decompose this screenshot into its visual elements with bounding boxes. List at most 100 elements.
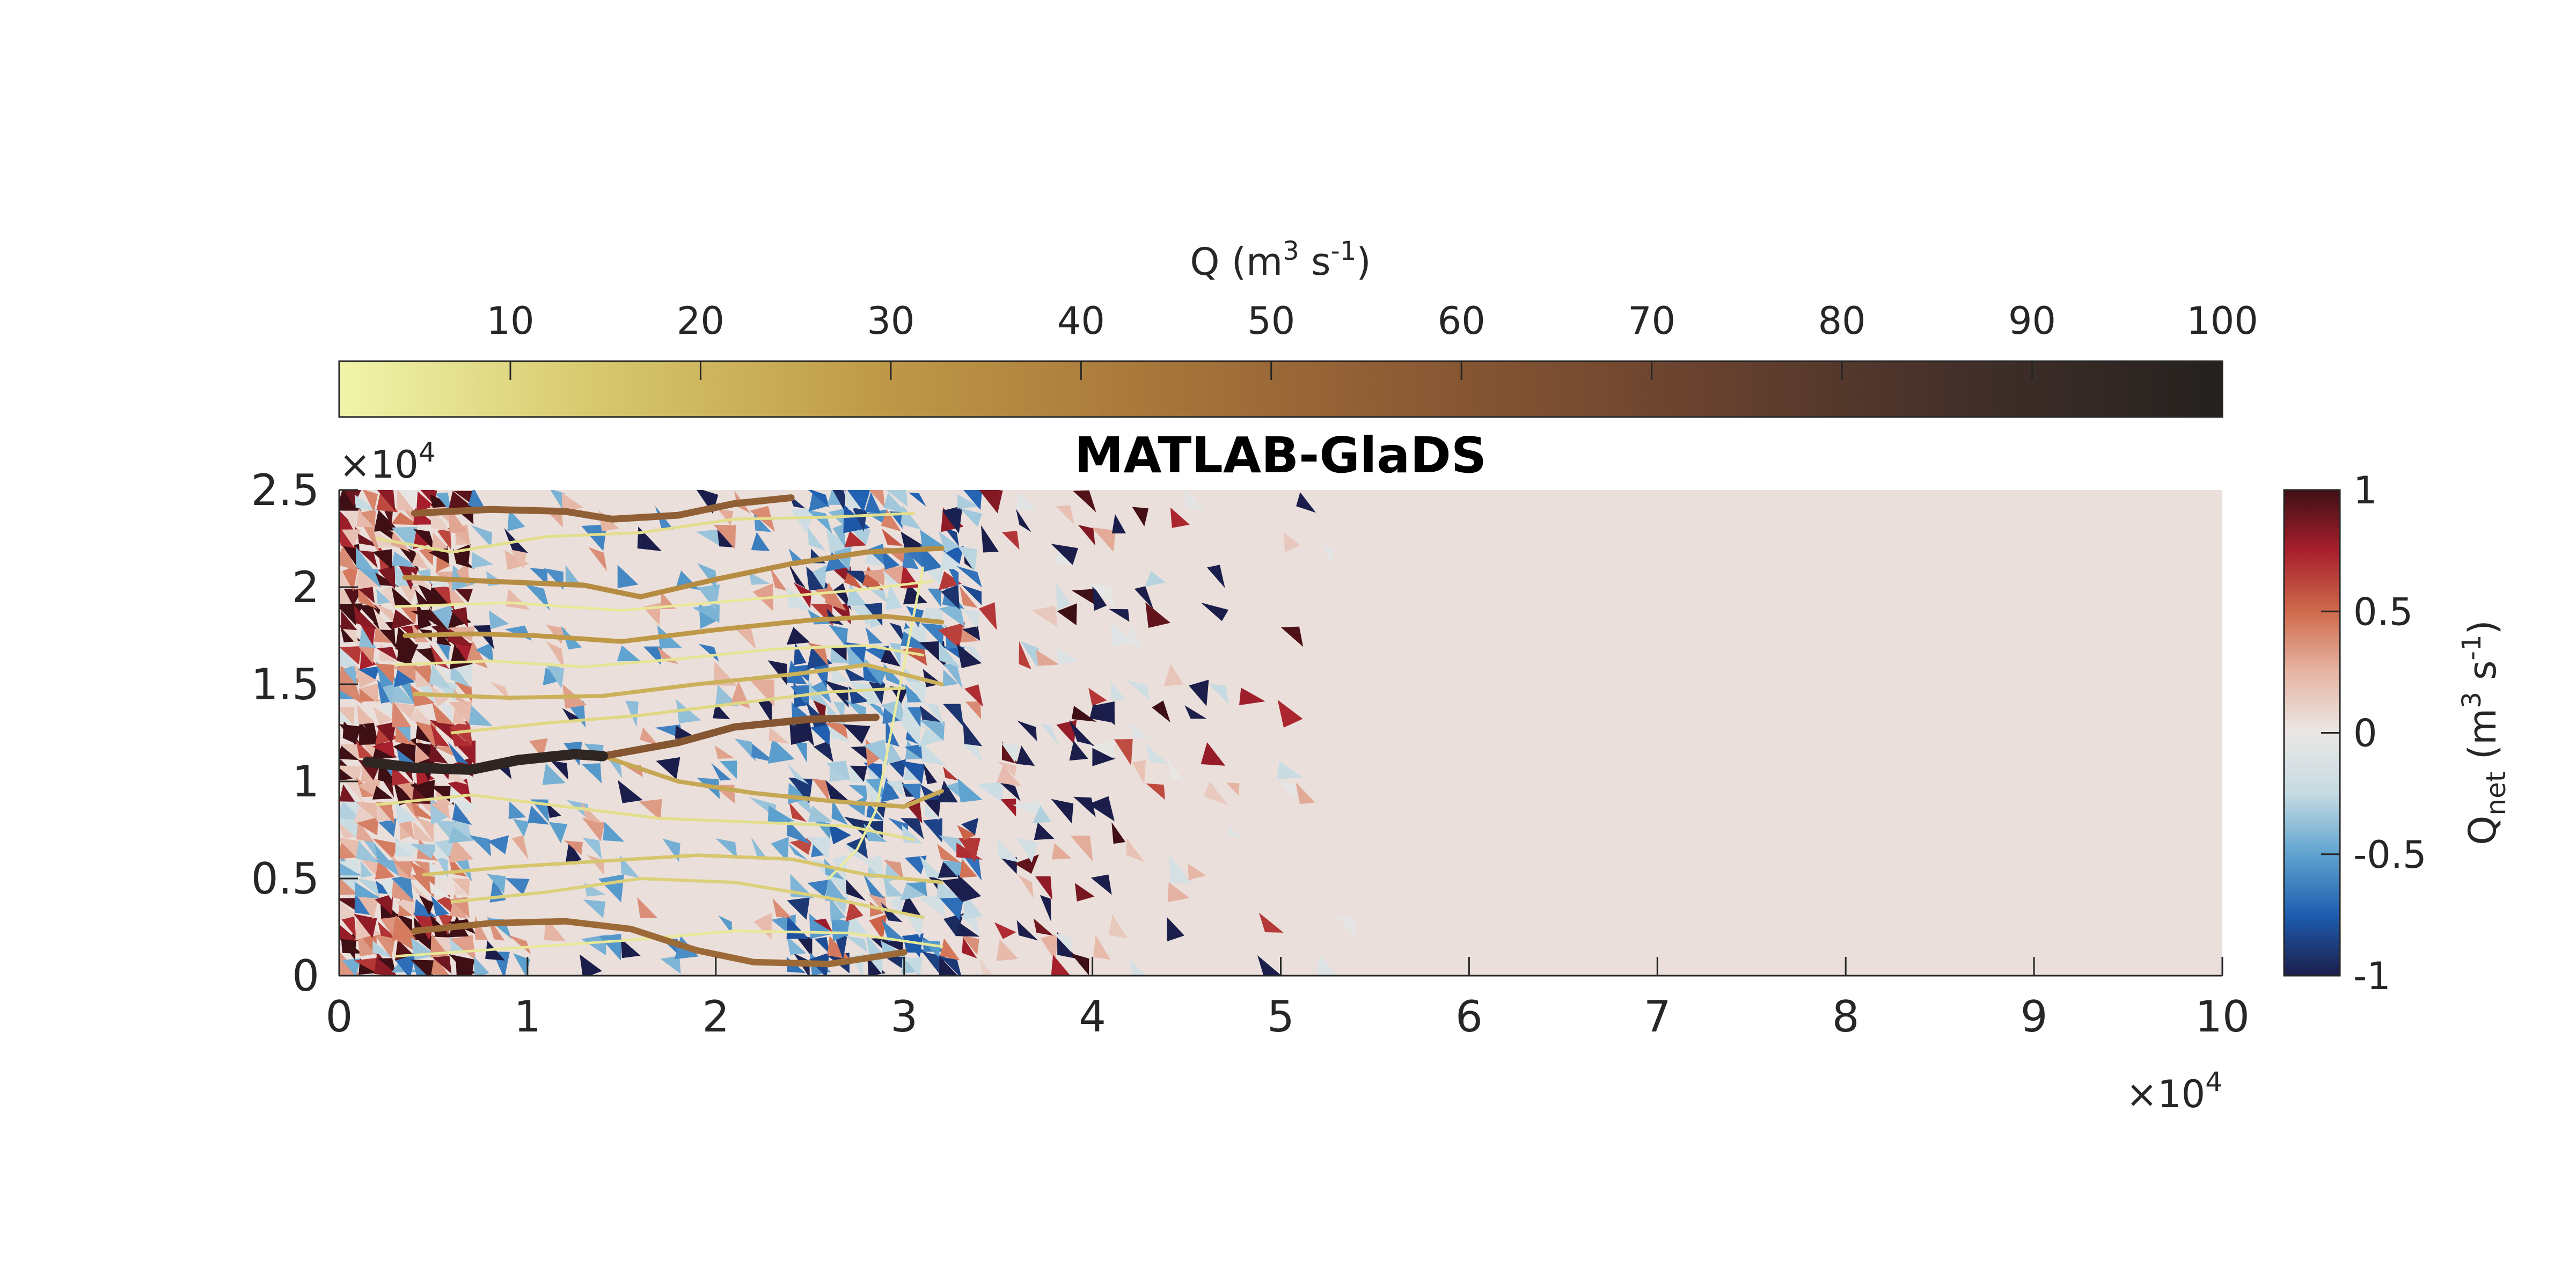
qnet-cell [473,625,494,649]
qnet-cell [475,916,488,940]
qnet-cell [545,663,565,689]
qnet-cell [786,935,807,955]
qnet-cell [640,727,659,746]
channel-segment [422,853,944,884]
qnet-cell [471,552,493,568]
qnet-cell [880,646,901,667]
qnet-cell [789,721,811,745]
qnet-cell [471,525,493,547]
qnet-cell [788,563,806,588]
qnet-cell [1016,837,1038,863]
qnet-cell [1012,801,1040,817]
qnet-cell [957,825,976,840]
qnet-cell [815,936,830,954]
qnet-cell [1092,584,1107,611]
qnet-cell [824,722,848,739]
qnet-cell [795,799,813,816]
qnet-cell [339,745,359,760]
qnet-cell [339,687,362,700]
y-tick-label: 0.5 [251,854,319,904]
qnet-cell [996,939,1019,961]
qnet-cell [391,875,413,901]
qnet-cell [448,742,469,764]
qnet-cell [487,835,509,854]
qnet-cell [450,797,475,816]
qnet-cell [1284,532,1300,552]
qnet-cell [357,704,375,725]
qnet-cell [900,818,924,839]
qnet-cell [1145,602,1170,628]
qnet-cell [1336,914,1356,938]
qnet-colorbar-tick-label: -1 [2353,954,2391,998]
qnet-cell [1110,681,1126,701]
channel-segment [411,918,908,968]
qnet-cell [358,894,380,920]
qnet-cell [751,837,768,860]
qnet-cell [429,664,452,689]
qnet-cell [339,841,357,859]
qnet-cell [713,524,736,550]
qnet-cell [942,506,963,534]
qnet-cell [343,588,363,606]
qnet-cell [825,780,852,803]
channel-colorbar-tick-label: 100 [2186,299,2258,343]
channel-colorbar-tick-label: 40 [1057,299,1105,343]
qnet-cell [848,526,871,545]
qnet-cell [718,915,732,934]
qnet-cell [431,895,449,917]
qnet-cell [475,642,494,663]
qnet-cell [432,955,452,974]
plot-background [339,490,2222,976]
qnet-cell [1033,918,1054,936]
qnet-cell [430,722,450,747]
qnet-cell [919,894,947,918]
qnet-cell [734,738,756,762]
qnet-cell [617,645,641,662]
qnet-cell [1239,687,1265,706]
qnet-cell [354,913,377,939]
qnet-cell [942,878,962,902]
qnet-cell [925,703,944,726]
qnet-cell [843,724,870,744]
qnet-cell [1167,917,1184,942]
qnet-cell [1057,648,1079,665]
qnet-cell [1296,782,1315,804]
qnet-cell [1134,586,1154,610]
qnet-cell [393,861,413,879]
qnet-cell [960,859,978,878]
qnet-cell [767,660,787,685]
qnet-cell [392,643,419,665]
qnet-cell [1201,602,1228,621]
qnet-cell [961,584,982,605]
qnet-cell [1184,705,1207,719]
qnet-cell [866,934,882,958]
qnet-cell [411,960,435,976]
qnet-cell [449,727,472,747]
qnet-cell [942,704,964,727]
qnet-cell [393,662,418,684]
qnet-cell [339,707,355,725]
qnet-cell [904,744,924,760]
qnet-cell [413,529,430,550]
qnet-cell [943,662,963,689]
qnet-cell [1016,745,1035,766]
qnet-cell [372,786,393,800]
qnet-cell [564,840,583,855]
qnet-cell [1057,603,1077,626]
qnet-cell [1051,799,1074,824]
qnet-cell [617,565,639,588]
qnet-cell [433,746,457,758]
qnet-cell [435,640,450,661]
qnet-cell [453,882,469,896]
qnet-cell [1132,507,1149,526]
channel-colorbar-tick-label: 50 [1247,299,1295,343]
qnet-cell [1019,641,1031,670]
qnet-cell [394,899,419,921]
qnet-cell [863,762,883,781]
qnet-cell [354,957,382,973]
qnet-cell [372,741,396,758]
qnet-cell [449,701,472,724]
qnet-cell [415,724,431,743]
qnet-cell [1051,843,1072,860]
qnet-cell [435,492,451,513]
